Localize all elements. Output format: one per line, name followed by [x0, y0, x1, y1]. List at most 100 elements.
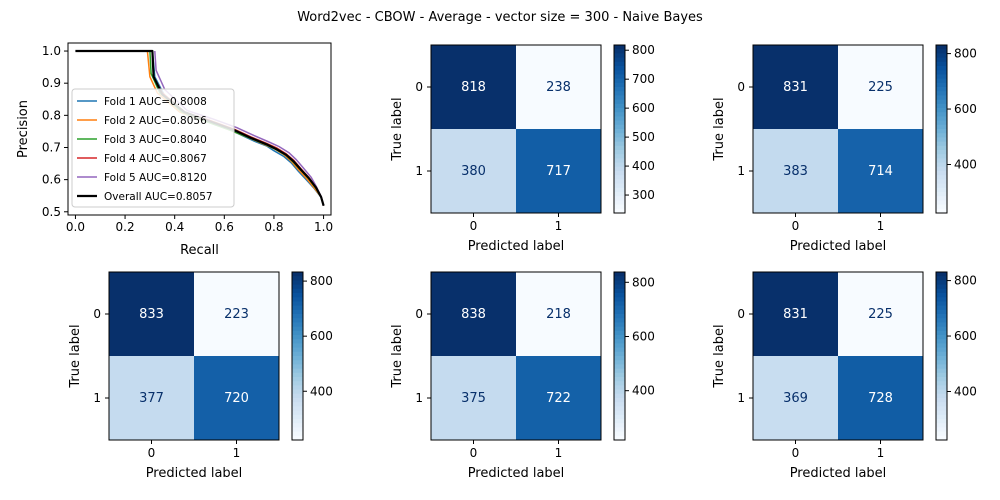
cm-cell-value: 223 — [224, 307, 249, 322]
colorbar-segment — [936, 368, 947, 374]
colorbar-segment — [936, 112, 947, 117]
colorbar-segment — [614, 356, 625, 361]
colorbar-segment — [292, 393, 303, 399]
colorbar-segment — [292, 288, 303, 294]
cm-cell — [516, 45, 601, 129]
colorbar-segment — [614, 398, 625, 403]
colorbar-segment — [614, 150, 625, 155]
colorbar-segment — [936, 95, 947, 101]
colorbar-segment — [614, 347, 625, 353]
colorbar-segment — [614, 330, 625, 336]
colorbar-segment — [292, 339, 303, 344]
colorbar-segment — [292, 410, 303, 416]
cm-x-tick-label: 0 — [470, 446, 478, 460]
legend-entry-5: Fold 5 AUC=0.8120 — [104, 172, 207, 184]
colorbar-segment — [614, 305, 625, 311]
colorbar-segment — [292, 419, 303, 424]
colorbar-tick-label: 300 — [632, 188, 655, 202]
colorbar-segment — [614, 70, 625, 75]
pr-x-tick-label: 0.2 — [116, 220, 135, 234]
colorbar-segment — [614, 435, 625, 441]
colorbar-segment — [936, 284, 947, 290]
colorbar-segment — [936, 410, 947, 416]
colorbar-segment — [936, 162, 947, 168]
colorbar-frame — [935, 271, 948, 441]
colorbar-tick-label: 600 — [632, 329, 655, 343]
colorbar-segment — [292, 356, 303, 361]
cm-cell-value: 218 — [546, 307, 571, 322]
pr-y-tick-label: 0.6 — [42, 173, 61, 187]
colorbar-segment — [614, 78, 625, 84]
colorbar-segment — [614, 129, 625, 134]
cm-cell — [838, 129, 923, 213]
cm-frame — [108, 271, 280, 441]
colorbar-segment — [614, 124, 625, 130]
colorbar-segment — [614, 377, 625, 382]
pr-x-tick-label: 1.0 — [314, 220, 333, 234]
cm-cell — [753, 272, 838, 356]
colorbar-segment — [614, 414, 625, 420]
colorbar-segment — [292, 406, 303, 412]
colorbar-segment — [614, 351, 625, 357]
cm-x-axis-label: Predicted label — [468, 466, 565, 481]
cm-y-axis-label: True label — [390, 324, 405, 388]
plots-layer: 0.0 0.2 0.4 0.6 0.8 1.0 0.5 0.6 0.7 0.8 0.9 1.0 Reca… — [16, 42, 977, 481]
colorbar-segment — [292, 389, 303, 395]
pr-y-tick-label: 0.5 — [42, 205, 61, 219]
colorbar-segment — [614, 53, 625, 59]
colorbar-segment — [936, 272, 947, 277]
colorbar-segment — [936, 49, 947, 54]
cm-y-axis-label: True label — [68, 324, 83, 388]
cm-x-tick-label: 1 — [555, 446, 563, 460]
cm-cell — [753, 45, 838, 129]
colorbar-segment — [936, 124, 947, 130]
colorbar-segment — [936, 343, 947, 349]
pr-x-tick-label: 0.0 — [66, 220, 85, 234]
colorbar-segment — [936, 297, 947, 302]
colorbar-segment — [614, 162, 625, 168]
colorbar-tick-label: 600 — [632, 101, 655, 115]
cm-y-tick-label: 0 — [415, 307, 423, 321]
colorbar-segment — [936, 364, 947, 370]
cm-y-tick-label: 1 — [415, 164, 423, 178]
cm-cell — [431, 272, 516, 356]
pr-y-tick-label: 0.8 — [42, 108, 61, 122]
colorbar-segment — [936, 66, 947, 71]
colorbar-tick-label: 400 — [632, 159, 655, 173]
legend-entry-3: Fold 3 AUC=0.8040 — [104, 134, 207, 146]
colorbar-segment — [292, 272, 303, 277]
colorbar-segment — [936, 78, 947, 84]
cm-y-axis-label: True label — [712, 97, 727, 161]
colorbar-segment — [614, 280, 625, 286]
colorbar-segment — [936, 137, 947, 143]
cm-x-tick-label: 0 — [792, 446, 800, 460]
colorbar-segment — [936, 103, 947, 109]
cm-cell-value: 818 — [461, 80, 486, 95]
colorbar-segment — [292, 347, 303, 353]
colorbar-segment — [292, 293, 303, 298]
colorbar-segment — [292, 360, 303, 365]
colorbar-segment — [614, 419, 625, 424]
cm-fold-1-panel: 818 238 380 717 0 0 1 1 Predicted label True labe… — [390, 43, 655, 254]
colorbar-segment — [936, 70, 947, 75]
pr-y-tick-label: 0.7 — [42, 140, 61, 154]
pr-x-tick-label: 0.8 — [264, 220, 283, 234]
colorbar-segment — [936, 322, 947, 328]
colorbar-segment — [936, 431, 947, 437]
cm-cell-value: 717 — [546, 164, 571, 179]
pr-y-tick-label: 1.0 — [42, 44, 61, 58]
pr-y-axis-label: Precision — [16, 100, 31, 158]
cm-y-tick-label: 0 — [737, 307, 745, 321]
cm-x-tick-label: 1 — [233, 446, 241, 460]
colorbar-segment — [614, 95, 625, 101]
cm-frame — [430, 44, 602, 214]
colorbar-segment — [292, 368, 303, 374]
cm-x-tick-label: 0 — [148, 446, 156, 460]
colorbar-tick-label: 800 — [310, 274, 333, 288]
colorbar-segment — [936, 129, 947, 134]
colorbar-segment — [936, 339, 947, 344]
cm-cell — [516, 129, 601, 213]
colorbar-segment — [936, 381, 947, 386]
colorbar-segment — [614, 385, 625, 391]
